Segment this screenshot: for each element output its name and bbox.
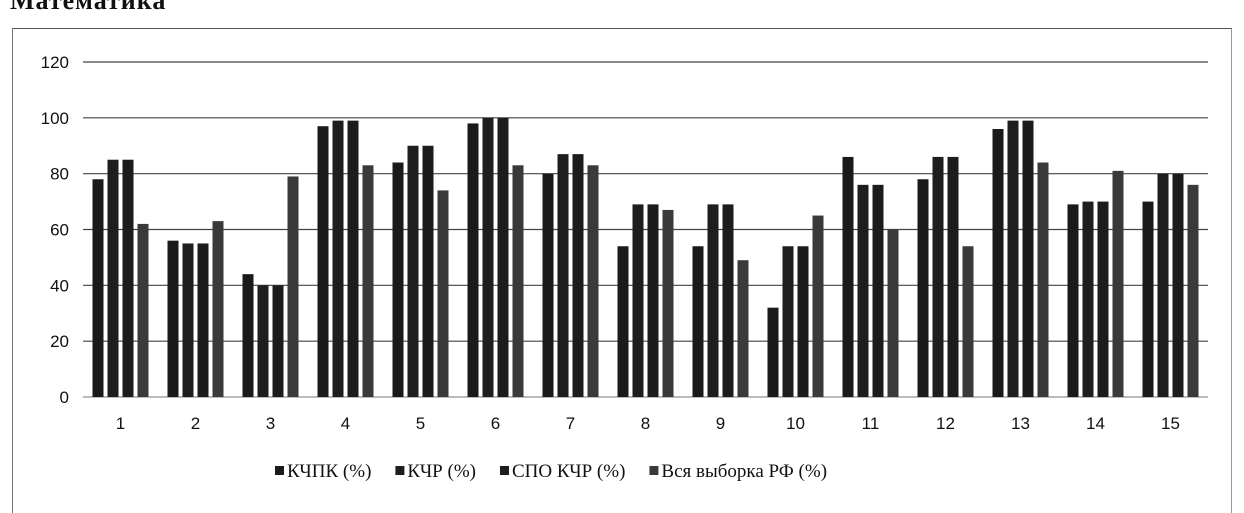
legend: КЧПК (%) КЧР (%) СПО КЧР (%) Вся выборка РФ… [275, 461, 827, 482]
bar-series4-cat-10 [812, 215, 824, 397]
bar-series4-cat-1 [137, 223, 149, 397]
page-heading: Математика [10, 0, 167, 15]
legend-swatch [395, 466, 405, 475]
bar-series2-cat-1 [107, 159, 119, 397]
bar-series1-cat-12 [917, 179, 929, 397]
bar-series4-cat-14 [1112, 170, 1124, 397]
bar-series2-cat-5 [407, 145, 419, 397]
y-tick-label: 120 [41, 53, 69, 72]
bar-series2-cat-12 [932, 156, 944, 397]
bar-series1-cat-9 [692, 246, 704, 397]
x-tick-label: 10 [786, 414, 805, 433]
chart-frame: 0 20 40 60 80 100 120 1 2 3 4 5 6 7 8 9 10 11 12 13 14 15 КЧП… [12, 28, 1232, 513]
bar-series3-cat-3 [272, 285, 284, 397]
bar-series4-cat-2 [212, 221, 224, 397]
bar-series2-cat-13 [1007, 120, 1019, 397]
bar-series4-cat-11 [887, 229, 899, 397]
x-tick-label: 9 [716, 414, 725, 433]
x-tick-label: 5 [416, 414, 425, 433]
legend-swatch [499, 466, 509, 475]
bar-series2-cat-15 [1157, 173, 1169, 397]
bar-series4-cat-12 [962, 246, 974, 397]
y-tick-label: 80 [50, 165, 69, 184]
x-tick-label: 13 [1011, 414, 1030, 433]
bar-series3-cat-11 [872, 184, 884, 397]
bar-series1-cat-5 [392, 162, 404, 397]
bar-series1-cat-6 [467, 123, 479, 398]
legend-label: КЧР (%) [407, 461, 476, 482]
bar-series3-cat-9 [722, 204, 734, 397]
x-tick-label: 4 [341, 414, 350, 433]
bar-series1-cat-2 [167, 240, 179, 397]
bar-series1-cat-10 [767, 307, 779, 397]
bar-series3-cat-2 [197, 243, 209, 397]
bar-series3-cat-14 [1097, 201, 1109, 397]
bar-series2-cat-14 [1082, 201, 1094, 397]
bar-series2-cat-11 [857, 184, 869, 397]
bar-series2-cat-8 [632, 204, 644, 397]
y-tick-label: 0 [60, 388, 69, 407]
bar-series4-cat-4 [362, 165, 374, 397]
bar-series3-cat-1 [122, 159, 134, 397]
bar-series4-cat-9 [737, 260, 749, 397]
bar-series2-cat-10 [782, 246, 794, 397]
bar-series4-cat-13 [1037, 162, 1049, 397]
legend-label: Вся выборка РФ (%) [661, 461, 827, 482]
bar-series3-cat-7 [572, 154, 584, 397]
bar-series3-cat-6 [497, 117, 509, 397]
bar-series1-cat-15 [1142, 201, 1154, 397]
bar-series3-cat-4 [347, 120, 359, 397]
bar-series1-cat-14 [1067, 204, 1079, 397]
bar-series1-cat-3 [242, 274, 254, 397]
gridlines [83, 61, 1208, 398]
bar-series2-cat-2 [182, 243, 194, 397]
bar-series1-cat-13 [992, 129, 1004, 397]
bar-series4-cat-6 [512, 165, 524, 397]
x-tick-label: 7 [566, 414, 575, 433]
y-tick-label: 40 [50, 276, 69, 295]
legend-swatch [649, 466, 659, 475]
bar-series1-cat-1 [92, 179, 104, 397]
x-tick-label: 15 [1161, 414, 1180, 433]
bar-series4-cat-15 [1187, 184, 1199, 397]
bar-series3-cat-10 [797, 246, 809, 397]
x-tick-label: 6 [491, 414, 500, 433]
bar-series1-cat-11 [842, 156, 854, 397]
bar-series3-cat-5 [422, 145, 434, 397]
bar-series2-cat-4 [332, 120, 344, 397]
bar-series2-cat-9 [707, 204, 719, 397]
x-tick-label: 2 [191, 414, 200, 433]
bar-series3-cat-15 [1172, 173, 1184, 397]
y-tick-label: 20 [50, 332, 69, 351]
legend-label: СПО КЧР (%) [512, 461, 625, 482]
legend-label: КЧПК (%) [287, 461, 371, 482]
bar-series2-cat-6 [482, 117, 494, 397]
bar-series3-cat-13 [1022, 120, 1034, 397]
bar-series4-cat-7 [587, 165, 599, 397]
x-tick-label: 14 [1086, 414, 1105, 433]
bar-series4-cat-3 [287, 176, 299, 397]
bar-series4-cat-5 [437, 190, 449, 397]
y-tick-label: 60 [50, 221, 69, 240]
x-tick-label: 8 [641, 414, 650, 433]
bar-series1-cat-8 [617, 246, 629, 397]
bar-series3-cat-12 [947, 156, 959, 397]
x-tick-label: 1 [116, 414, 125, 433]
bars [92, 117, 1199, 398]
bar-series1-cat-7 [542, 173, 554, 397]
legend-swatch [275, 466, 284, 475]
y-tick-label: 100 [41, 109, 69, 128]
bar-series2-cat-3 [257, 285, 269, 397]
x-tick-label: 12 [936, 414, 955, 433]
bar-series1-cat-4 [317, 126, 329, 397]
x-tick-label: 3 [266, 414, 275, 433]
x-tick-label: 11 [862, 414, 880, 433]
bar-series2-cat-7 [557, 154, 569, 397]
bar-series4-cat-8 [662, 209, 674, 397]
bar-series3-cat-8 [647, 204, 659, 397]
